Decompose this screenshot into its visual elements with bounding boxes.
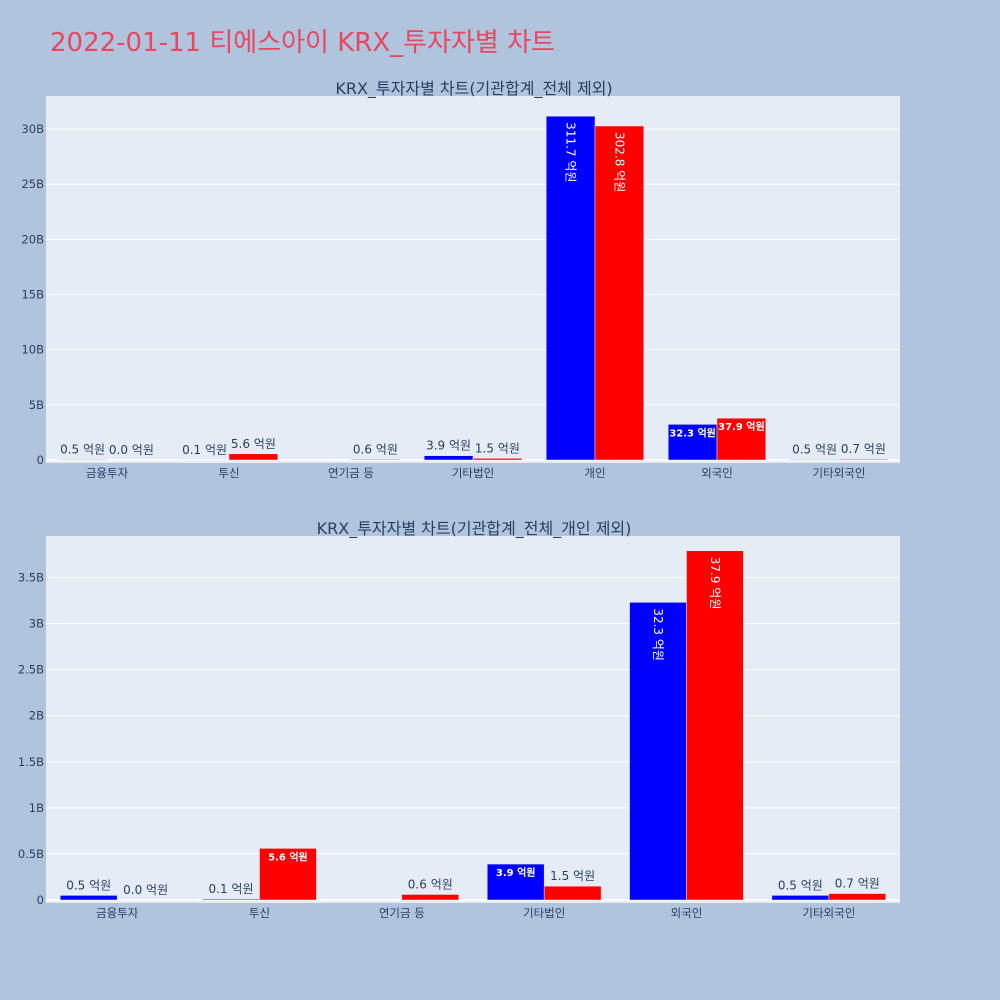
chart2-bar	[401, 894, 460, 901]
chart1-data-label: 0.6 억원	[353, 442, 398, 456]
chart2-xtick-label: 외국인	[671, 906, 703, 920]
chart2-xtick-label: 연기금 등	[379, 906, 425, 920]
chart1-data-label: 0.5 억원	[60, 442, 105, 456]
chart1-xtick-label: 외국인	[701, 466, 733, 480]
chart1-data-label: 37.9 억원	[718, 420, 765, 433]
chart2-ytick-label: 1B	[29, 801, 44, 815]
chart1-bar	[594, 125, 645, 461]
chart2-data-label: 0.5 억원	[66, 878, 111, 892]
chart2-data-label: 0.0 억원	[123, 883, 168, 897]
chart1-data-label: 311.7 억원	[564, 122, 578, 182]
chart2-bar	[202, 898, 260, 901]
chart2-title: KRX_투자자별 차트(기관합계_전체_개인 제외)	[317, 519, 632, 539]
chart2-ytick-label: 0.5B	[18, 847, 44, 861]
chart1-bar	[545, 115, 596, 461]
chart2-bar	[828, 893, 887, 901]
chart2-data-label: 1.5 억원	[550, 869, 595, 883]
chart2-ytick-label: 0	[37, 893, 44, 907]
chart1-ytick-label: 15B	[21, 288, 44, 302]
chart1-ytick-label: 25B	[21, 177, 44, 191]
chart1-xtick-label: 기타법인	[452, 466, 494, 480]
chart2-ytick-label: 3.5B	[18, 570, 44, 584]
chart1-bar	[350, 459, 401, 461]
chart1-ytick-label: 30B	[21, 122, 44, 136]
chart2-data-label: 3.9 억원	[496, 866, 536, 879]
chart1-data-label: 1.5 억원	[475, 441, 520, 455]
chart2-data-label: 0.6 억원	[408, 877, 453, 891]
chart1-bar	[57, 459, 108, 461]
chart1-data-label: 0.0 억원	[109, 443, 154, 457]
chart1-xtick-label: 연기금 등	[328, 466, 374, 480]
chart1-data-label: 3.9 억원	[426, 439, 471, 453]
chart2-bar	[629, 602, 687, 901]
chart1-bar	[228, 453, 279, 461]
chart1-data-label: 0.5 억원	[792, 442, 837, 456]
chart1-data-label: 0.7 억원	[841, 442, 886, 456]
chart1-title: KRX_투자자별 차트(기관합계_전체 제외)	[335, 79, 612, 99]
chart1-bar	[838, 458, 889, 461]
chart1-xtick-label: 투신	[218, 466, 239, 480]
chart2-data-label: 0.7 억원	[835, 877, 880, 891]
chart1-plot-area	[46, 96, 900, 463]
chart2-bar	[486, 863, 545, 901]
chart1-data-label: 32.3 억원	[669, 426, 716, 439]
chart1-bar	[472, 458, 523, 461]
chart1-xtick-label: 개인	[584, 466, 605, 480]
chart1-xtick-label: 기타외국인	[813, 466, 866, 480]
chart1-data-label: 5.6 억원	[231, 437, 276, 451]
chart2-data-label: 0.5 억원	[778, 878, 823, 892]
chart2-xtick-label: 금융투자	[96, 906, 139, 920]
chart2-bar	[543, 885, 602, 901]
chart1-bar	[423, 455, 474, 461]
chart2-data-label: 5.6 억원	[268, 850, 308, 863]
page-title: 2022-01-11 티에스아이 KRX_투자자별 차트	[50, 28, 555, 58]
chart2-bar	[686, 550, 744, 901]
chart2-ytick-label: 2B	[29, 709, 44, 723]
chart2-plot-area	[46, 536, 900, 903]
chart2-xtick-label: 기타외국인	[802, 906, 855, 920]
chart1-ytick-label: 20B	[21, 232, 44, 246]
chart2-xtick-label: 기타법인	[523, 906, 565, 920]
chart2-data-label: 0.1 억원	[209, 882, 254, 896]
chart1-ytick-label: 5B	[29, 398, 44, 412]
chart1-data-label: 0.1 억원	[182, 443, 227, 457]
chart2-data-label: 37.9 억원	[708, 557, 722, 610]
chart2-ytick-label: 1.5B	[18, 755, 44, 769]
chart1-ytick-label: 0	[37, 453, 44, 467]
chart1-bar	[716, 417, 767, 461]
chart2-xtick-label: 투신	[249, 906, 270, 920]
chart1-xtick-label: 금융투자	[86, 466, 129, 480]
chart1-bar	[667, 424, 718, 461]
chart2-ytick-label: 2.5B	[18, 663, 44, 677]
chart2-bar	[59, 895, 118, 901]
chart2-data-label: 32.3 억원	[651, 608, 665, 661]
chart1-bar	[789, 459, 840, 461]
chart2-bar	[259, 848, 317, 901]
chart2-ytick-label: 3B	[29, 617, 44, 631]
chart2-bar	[771, 895, 830, 901]
chart1-data-label: 302.8 억원	[612, 132, 626, 192]
chart1-ytick-label: 10B	[21, 343, 44, 357]
